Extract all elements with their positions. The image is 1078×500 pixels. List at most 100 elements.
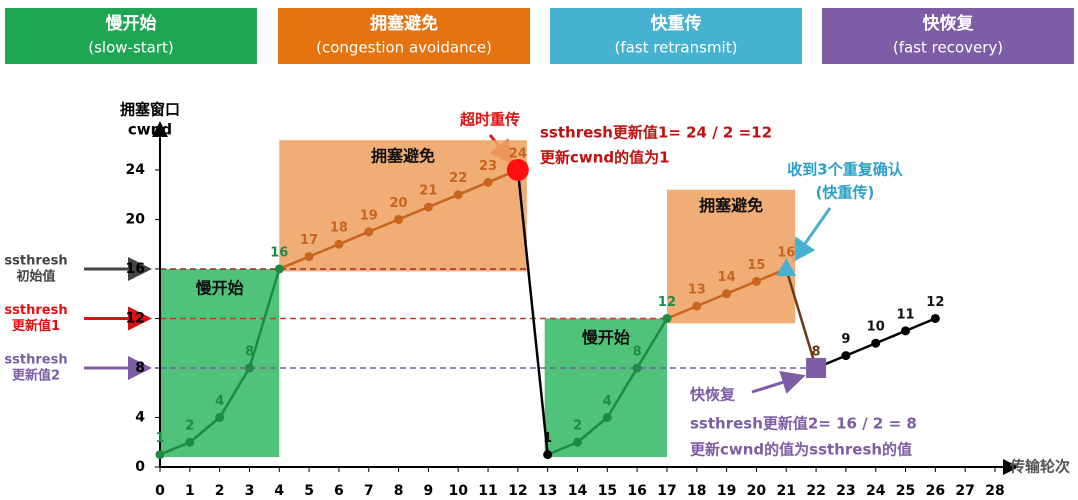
data-label: 23 — [479, 159, 497, 174]
data-label: 2 — [573, 419, 582, 434]
header-box — [550, 8, 802, 64]
data-label: 4 — [603, 394, 612, 409]
data-point — [453, 190, 463, 200]
annotation: 超时重传 — [459, 111, 520, 129]
line-segment — [606, 367, 639, 419]
y-tick-label: 24 — [126, 162, 146, 178]
header-box — [278, 8, 530, 64]
x-tick-label: 7 — [364, 483, 374, 499]
x-tick-label: 13 — [538, 483, 557, 499]
annotation: 收到3个重复确认 — [787, 161, 903, 179]
threshold-label: 更新值1 — [12, 318, 60, 334]
data-point — [394, 214, 404, 224]
region-label: 慢开始 — [582, 328, 630, 347]
data-label: 18 — [330, 221, 348, 236]
data-point — [155, 450, 165, 460]
annotation: 更新cwnd的值为1 — [540, 149, 670, 167]
data-point — [244, 363, 254, 373]
data-point — [662, 313, 672, 323]
x-tick-label: 14 — [568, 483, 588, 499]
x-tick-label: 2 — [215, 483, 225, 499]
data-label: 8 — [812, 344, 821, 359]
line-segment — [457, 181, 489, 196]
header-box — [822, 8, 1074, 64]
x-tick-label: 16 — [627, 483, 646, 499]
data-label: 4 — [215, 394, 224, 409]
line-segment — [845, 342, 877, 357]
header-box — [5, 8, 257, 64]
region-label: 慢开始 — [196, 278, 244, 297]
data-label: 16 — [270, 245, 288, 260]
data-label: 11 — [896, 307, 914, 322]
line-segment — [785, 268, 818, 369]
marker — [776, 257, 797, 276]
threshold-label: ssthresh — [4, 253, 67, 268]
data-label: 2 — [185, 419, 194, 434]
x-tick-label: 28 — [985, 483, 1004, 499]
x-tick-label: 23 — [836, 483, 855, 499]
line-segment — [189, 416, 221, 444]
data-label: 16 — [777, 245, 795, 260]
data-point — [692, 301, 702, 311]
data-label: 24 — [509, 146, 527, 161]
phase-region — [544, 318, 667, 458]
data-point — [274, 264, 284, 274]
threshold-label: 初始值 — [16, 268, 55, 284]
phase-region — [160, 268, 280, 458]
x-tick-label: 22 — [806, 483, 825, 499]
data-label: 15 — [747, 258, 765, 273]
x-tick-label: 20 — [747, 483, 767, 499]
data-point — [751, 276, 761, 286]
data-label: 12 — [658, 295, 676, 310]
line-segment — [547, 441, 578, 456]
data-label: 8 — [633, 344, 642, 359]
x-tick-label: 3 — [245, 483, 255, 499]
data-point — [901, 326, 911, 336]
line-segment — [726, 280, 757, 295]
line-segment — [427, 193, 459, 209]
y-tick-label: 20 — [126, 211, 146, 227]
data-label: 17 — [300, 233, 318, 248]
data-label: 22 — [449, 171, 467, 186]
x-tick-label: 9 — [424, 483, 434, 499]
data-label: 10 — [867, 320, 885, 335]
data-label: 19 — [360, 208, 378, 223]
line-segment — [338, 230, 370, 246]
y-tick-label: 12 — [126, 310, 145, 326]
data-label: 1 — [543, 431, 552, 446]
data-point — [871, 338, 881, 348]
data-label: 14 — [718, 270, 736, 285]
x-tick-label: 19 — [717, 483, 736, 499]
x-tick-label: 5 — [304, 483, 314, 499]
marker — [506, 158, 529, 181]
data-point — [543, 450, 553, 460]
data-point — [483, 177, 493, 187]
data-point — [722, 289, 732, 299]
annotation: ssthresh更新值1= 24 / 2 =12 — [540, 124, 772, 142]
y-tick-label: 0 — [135, 459, 145, 475]
x-tick-label: 25 — [896, 483, 915, 499]
data-label: 13 — [688, 283, 706, 298]
data-label: 9 — [841, 332, 850, 347]
y-tick-label: 4 — [135, 409, 145, 425]
data-point — [215, 412, 225, 422]
x-axis-label: 传输轮次 — [1009, 458, 1070, 476]
line-segment — [666, 304, 698, 320]
line-segment — [368, 218, 400, 233]
data-label: 1 — [155, 431, 164, 446]
line-segment — [905, 317, 936, 333]
data-point — [185, 437, 195, 447]
x-tick-label: 15 — [598, 483, 617, 499]
threshold-label: ssthresh — [4, 352, 67, 367]
x-tick-label: 17 — [657, 483, 676, 499]
x-tick-label: 26 — [926, 483, 945, 499]
data-point — [573, 437, 582, 447]
line-segment — [308, 243, 340, 258]
y-tick-label: 16 — [126, 261, 145, 277]
marker — [806, 357, 827, 378]
x-tick-label: 0 — [155, 483, 165, 499]
line-segment — [516, 169, 549, 455]
line-segment — [248, 268, 281, 369]
data-point — [334, 239, 344, 249]
